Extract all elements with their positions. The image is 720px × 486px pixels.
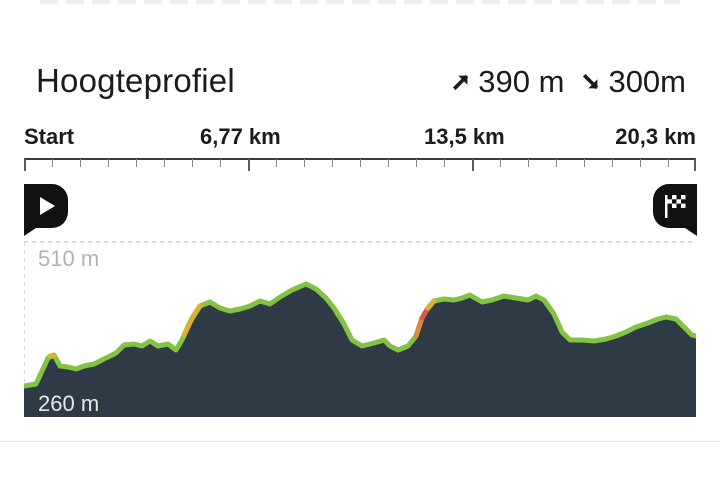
distance-axis: Start 6,77 km 13,5 km 20,3 km [24,124,696,180]
elevation-chart: 510 m 260 m [24,240,696,417]
steep-segment-yellow-2 [181,303,203,338]
axis-tick-minor [416,159,417,167]
descent-stat: 300m [580,64,686,100]
elevation-header: Hoogteprofiel 390 m 300m [36,58,686,108]
axis-tick-minor [388,159,389,167]
ascent-value: 390 m [478,64,565,99]
play-icon [24,184,68,236]
elevation-stats: 390 m 300m [450,64,686,100]
arrow-down-right-icon [580,71,602,93]
axis-tick-minor [80,159,81,167]
axis-tick-minor [668,159,669,167]
distance-label-1: 6,77 km [200,124,281,149]
axis-tick-minor [332,159,333,167]
axis-tick-major [24,159,26,171]
ascent-stat: 390 m [450,64,564,100]
axis-tick-minor [612,159,613,167]
profile-fill [24,284,696,417]
axis-tick-minor [108,159,109,167]
steep-segment-orange [413,315,425,339]
axis-tick-major [694,159,696,171]
axis-tick-minor [444,159,445,167]
elevation-label-top: 510 m [38,246,100,271]
axis-tick-minor [556,159,557,167]
distance-label-2: 13,5 km [424,124,505,149]
elevation-title: Hoogteprofiel [36,62,235,99]
axis-tick-minor [192,159,193,167]
axis-tick-major [472,159,474,171]
axis-tick-minor [304,159,305,167]
finish-flag-icon [653,184,697,236]
distance-label-start: Start [24,124,75,149]
axis-tick-minor [52,159,53,167]
axis-tick-minor [584,159,585,167]
axis-tick-minor [164,159,165,167]
steep-segment-yellow-1 [47,352,57,359]
top-fade-strip [40,0,680,4]
axis-tick-minor [220,159,221,167]
axis-tick-minor [136,159,137,167]
elevation-label-bottom: 260 m [38,391,100,416]
profile-line [24,281,696,389]
axis-tick-major [248,159,250,171]
bottom-divider [0,441,720,442]
arrow-up-right-icon [450,71,472,93]
axis-tick-minor [500,159,501,167]
distance-label-end: 20,3 km [615,124,696,149]
axis-tick-minor [528,159,529,167]
axis-tick-minor [640,159,641,167]
axis-tick-minor [276,159,277,167]
steep-segment-yellow-3 [425,298,437,311]
axis-tick-minor [360,159,361,167]
descent-value: 300m [608,64,686,99]
